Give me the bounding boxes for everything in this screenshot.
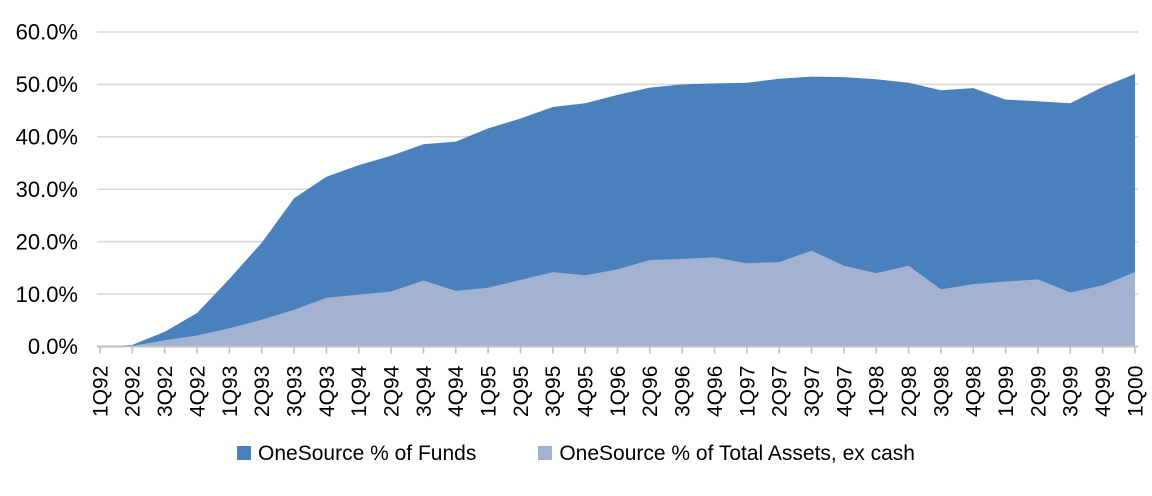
- x-axis-tick-label: 3Q95: [542, 366, 565, 417]
- x-axis-tick-label: 4Q98: [963, 366, 986, 417]
- x-axis-tick-label: 3Q94: [413, 365, 436, 417]
- chart-legend: OneSource % of Funds OneSource % of Tota…: [0, 437, 1152, 469]
- x-axis-tick-label: 2Q92: [122, 366, 145, 417]
- chart-plot-canvas: 0.0% 10.0% 20.0% 30.0% 40.0% 50.0% 60.0% 1Q92 2Q…: [16, 20, 1148, 417]
- x-axis-tick-label: 4Q97: [833, 366, 856, 417]
- x-axis-tick-label: 2Q93: [251, 366, 274, 417]
- x-axis-tick-label: 2Q98: [898, 366, 921, 417]
- area-assets: [100, 250, 1135, 347]
- legend-funds-swatch-icon: [237, 446, 252, 460]
- x-axis-tick-label: 3Q99: [1060, 366, 1083, 417]
- x-axis-tick-label: 4Q92: [186, 366, 209, 417]
- x-axis-tick-label: 1Q98: [866, 366, 889, 417]
- x-axis-tick-label: 1Q92: [89, 366, 112, 417]
- x-axis-tick-label: 1Q96: [607, 366, 630, 417]
- x-axis-tick-label: 4Q94: [445, 365, 468, 417]
- legend-assets-swatch-icon: [538, 446, 553, 460]
- x-axis-tick-label: 4Q96: [704, 366, 727, 417]
- y-axis-tick-label: 30.0%: [16, 177, 78, 202]
- x-axis-tick-label: 2Q94: [380, 365, 403, 417]
- y-axis-tick-label: 40.0%: [16, 125, 78, 150]
- x-axis-tick-label: 3Q98: [930, 366, 953, 417]
- x-axis-tick-label: 3Q93: [283, 366, 306, 417]
- x-axis-tick-label: 3Q92: [154, 366, 177, 417]
- legend-item-assets: OneSource % of Total Assets, ex cash: [538, 443, 915, 464]
- y-axis-tick-label: 60.0%: [16, 20, 78, 45]
- y-axis-tick-label: 20.0%: [16, 229, 78, 254]
- x-axis-tick-label: 2Q95: [510, 366, 533, 417]
- x-axis-tick-label: 1Q00: [1124, 366, 1147, 417]
- legend-assets-label: OneSource % of Total Assets, ex cash: [559, 441, 915, 465]
- x-axis-tick-label: 2Q96: [639, 366, 662, 417]
- x-axis-tick-label: 1Q93: [219, 366, 242, 417]
- y-axis-tick-label: 50.0%: [16, 72, 78, 97]
- x-axis-tick-label: 4Q99: [1092, 366, 1115, 417]
- x-axis-tick-label: 1Q99: [995, 366, 1018, 417]
- x-axis-tick-label: 2Q99: [1027, 366, 1050, 417]
- x-axis-tick-label: 2Q97: [769, 366, 792, 417]
- y-axis-tick-label: 10.0%: [16, 282, 78, 307]
- x-axis-tick-label: 4Q95: [575, 366, 598, 417]
- y-axis-tick-label: 0.0%: [28, 334, 78, 359]
- x-axis-tick-label: 3Q96: [672, 366, 695, 417]
- x-axis-tick-label: 1Q97: [736, 366, 759, 417]
- x-axis-tick-label: 3Q97: [801, 366, 824, 417]
- x-axis-tick-label: 4Q93: [316, 366, 339, 417]
- legend-funds-label: OneSource % of Funds: [258, 441, 477, 465]
- x-axis-tick-label: 1Q95: [477, 366, 500, 417]
- x-axis-tick-label: 1Q94: [348, 365, 371, 417]
- legend-item-funds: OneSource % of Funds: [237, 443, 476, 464]
